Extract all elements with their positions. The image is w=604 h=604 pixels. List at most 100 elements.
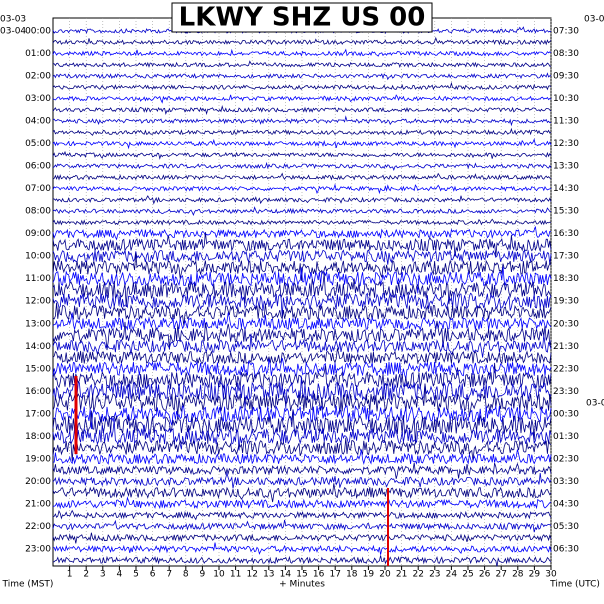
trace xyxy=(52,437,552,462)
row-time-label: 09:30 xyxy=(553,72,579,82)
x-tick-label: 21 xyxy=(396,570,407,580)
row-time-label: 20:30 xyxy=(553,319,579,329)
x-tick-label: 24 xyxy=(446,570,458,580)
row-time-label: 12:00 xyxy=(25,297,51,307)
x-tick-label: 14 xyxy=(280,570,292,580)
row-time-label: 18:00 xyxy=(25,432,51,442)
x-tick-label: 16 xyxy=(313,570,325,580)
x-tick-label: 7 xyxy=(166,570,172,580)
row-time-label: 21:30 xyxy=(553,342,579,352)
row-time-label: 07:00 xyxy=(25,184,51,194)
trace xyxy=(52,519,552,533)
right-axis-label: Time (UTC) xyxy=(549,580,600,590)
trace xyxy=(52,532,552,544)
row-time-label: 16:30 xyxy=(553,229,579,239)
x-tick-label: 30 xyxy=(545,570,557,580)
x-tick-label: 27 xyxy=(495,570,506,580)
row-time-label: 15:30 xyxy=(553,207,579,217)
row-time-label: 20:00 xyxy=(25,477,51,487)
row-time-label: 22:00 xyxy=(25,522,51,532)
trace xyxy=(52,172,552,181)
trace xyxy=(52,483,552,503)
title-box xyxy=(171,2,433,33)
date-label: 03-04 xyxy=(586,399,604,409)
row-time-label: 06:30 xyxy=(553,544,579,554)
row-time-label: 12:30 xyxy=(553,139,579,149)
trace xyxy=(52,232,552,257)
x-tick-label: 4 xyxy=(117,570,123,580)
trace xyxy=(52,509,552,521)
trace xyxy=(52,127,552,136)
x-tick-label: 13 xyxy=(263,570,274,580)
row-time-label: 06:00 xyxy=(25,162,51,172)
x-tick-label: 10 xyxy=(213,570,225,580)
x-tick-label: 1 xyxy=(67,570,73,580)
row-time-label: 07:30 xyxy=(553,27,579,37)
x-tick-label: 25 xyxy=(462,570,473,580)
row-time-label: 05:30 xyxy=(553,522,579,532)
row-time-label: 11:30 xyxy=(553,117,579,127)
trace xyxy=(52,333,552,358)
row-time-label: 21:00 xyxy=(25,499,51,509)
trace xyxy=(52,449,552,466)
row-time-label: 01:00 xyxy=(25,49,51,59)
row-time-label: 13:00 xyxy=(25,319,51,329)
trace xyxy=(52,419,552,451)
row-time-label: 13:30 xyxy=(553,162,579,172)
x-tick-label: 17 xyxy=(329,570,340,580)
x-tick-label: 18 xyxy=(346,570,358,580)
trace xyxy=(52,496,552,510)
trace xyxy=(52,161,552,172)
x-tick-label: 6 xyxy=(150,570,156,580)
trace xyxy=(52,320,552,351)
trace xyxy=(52,206,552,216)
row-time-label: 00:30 xyxy=(553,409,579,419)
date-label: 03-03 xyxy=(0,15,26,25)
trace xyxy=(52,36,552,46)
trace xyxy=(52,462,552,479)
row-time-label: 18:30 xyxy=(553,274,579,284)
x-tick-label: 9 xyxy=(200,570,206,580)
row-time-label: 23:00 xyxy=(25,544,51,554)
trace xyxy=(52,226,551,241)
x-axis-label: + Minutes xyxy=(279,580,325,590)
row-time-label: 04:00 xyxy=(25,117,51,127)
left-axis-label: Time (MST) xyxy=(2,580,54,590)
trace xyxy=(52,48,552,57)
trace xyxy=(52,405,552,430)
trace xyxy=(52,542,552,555)
x-tick-label: 29 xyxy=(529,570,541,580)
trace xyxy=(52,357,552,379)
trace xyxy=(52,471,552,489)
trace xyxy=(52,249,552,265)
trace xyxy=(52,291,552,317)
trace xyxy=(52,81,552,91)
trace xyxy=(52,376,552,409)
date-label: 03-04 xyxy=(0,27,26,37)
row-time-label: 03:00 xyxy=(25,94,51,104)
trace xyxy=(52,555,552,567)
row-time-label: 04:30 xyxy=(553,499,579,509)
row-time-label: 14:00 xyxy=(25,342,51,352)
x-tick-label: 5 xyxy=(133,570,139,580)
trace xyxy=(52,115,552,127)
row-time-label: 09:00 xyxy=(25,229,51,239)
x-tick-label: 26 xyxy=(479,570,491,580)
x-tick-label: 19 xyxy=(363,570,375,580)
row-time-label: 10:30 xyxy=(553,94,579,104)
row-time-label: 03:30 xyxy=(553,477,579,487)
row-time-label: 08:30 xyxy=(553,49,579,59)
row-time-label: 17:00 xyxy=(25,409,51,419)
row-time-label: 05:00 xyxy=(25,139,51,149)
trace xyxy=(52,409,552,445)
x-tick-label: 11 xyxy=(230,570,241,580)
x-tick-label: 20 xyxy=(379,570,391,580)
row-time-label: 19:00 xyxy=(25,454,51,464)
trace xyxy=(52,266,552,294)
row-time-label: 02:30 xyxy=(553,454,579,464)
x-tick-label: 12 xyxy=(246,570,257,580)
x-tick-label: 22 xyxy=(412,570,423,580)
trace xyxy=(52,348,552,365)
